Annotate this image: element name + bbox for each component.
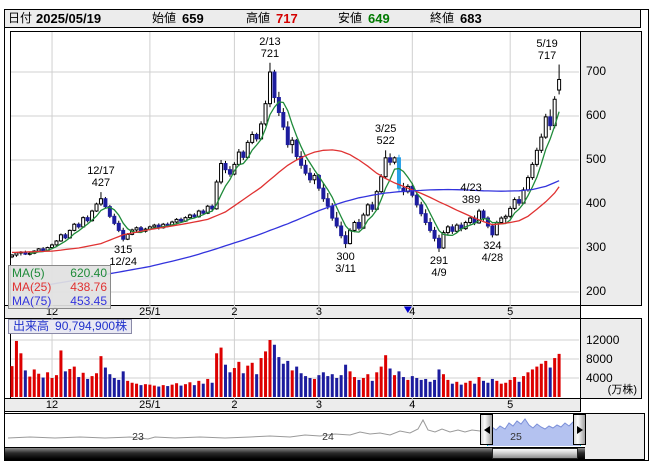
- ma75-label: MA(75): [12, 294, 52, 308]
- ma25-label: MA(25): [12, 280, 52, 294]
- navigator-panel[interactable]: [4, 413, 645, 448]
- date-value: 2025/05/19: [36, 11, 102, 26]
- high-value: 717: [276, 11, 298, 26]
- navigator-unused-area: [585, 414, 644, 459]
- high-label: 高値: [246, 11, 271, 25]
- right-arrow-icon: [576, 425, 583, 434]
- volume-label: 出来高: [13, 319, 50, 333]
- close-label: 終値: [430, 11, 455, 25]
- low-label: 安値: [338, 11, 363, 25]
- low-value: 649: [368, 11, 390, 26]
- navigator-left-handle[interactable]: [480, 414, 493, 445]
- volume-axis-panel: [580, 318, 642, 399]
- scrollbar-thumb[interactable]: [492, 448, 578, 459]
- open-value: 659: [182, 11, 204, 26]
- open-label: 始値: [152, 11, 177, 25]
- ma25-value: 438.76: [70, 280, 107, 294]
- volume-header: 出来高 90,794,900株: [8, 319, 133, 334]
- close-value: 683: [460, 11, 482, 26]
- navigator-right-handle[interactable]: [573, 414, 586, 445]
- price-axis-panel: [580, 31, 642, 306]
- ma75-value: 453.45: [70, 294, 107, 308]
- ma-legend: MA(5) 620.40 MA(25) 438.76 MA(75) 453.45: [8, 265, 111, 309]
- date-label: 日付: [8, 11, 33, 25]
- left-arrow-icon: [483, 425, 490, 434]
- date-axis-strip-bottom: [4, 398, 581, 412]
- volume-value: 90,794,900株: [55, 319, 128, 333]
- ma5-label: MA(5): [12, 266, 45, 280]
- ma5-value: 620.40: [70, 266, 107, 280]
